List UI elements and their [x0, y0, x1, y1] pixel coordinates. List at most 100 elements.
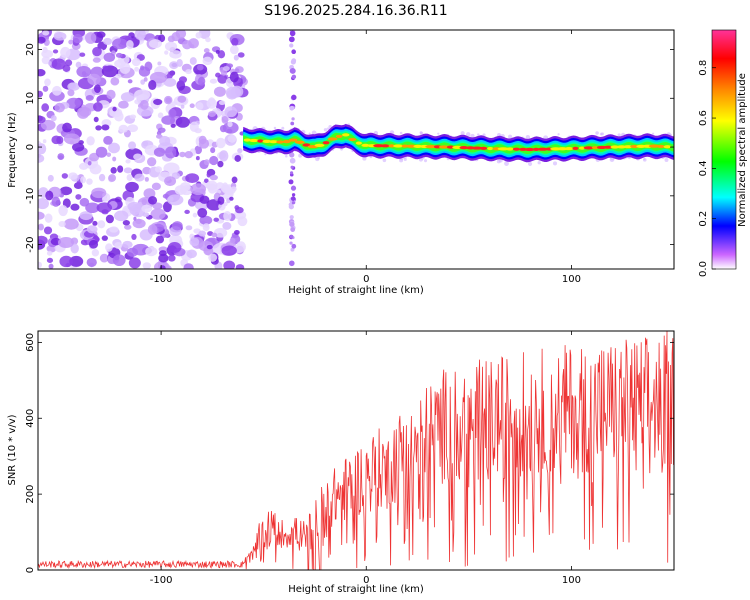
- noise-blob: [86, 257, 97, 268]
- snr-y-tick-label: 0: [25, 567, 36, 573]
- noise-blob: [112, 106, 117, 112]
- snr-series-line: [38, 331, 674, 570]
- noise-blob: [189, 57, 197, 65]
- noise-blob: [177, 95, 187, 103]
- noise-blob: [153, 98, 163, 106]
- noise-blob: [133, 216, 137, 221]
- noise-blob: [136, 105, 154, 117]
- snr-y-tick-label: 600: [25, 333, 36, 352]
- ridge-hotspot: [302, 143, 311, 147]
- spectrogram-y-tick-label: -10: [25, 188, 36, 204]
- noise-blob: [179, 151, 186, 158]
- noise-blob: [44, 78, 51, 87]
- noise-blob: [41, 56, 51, 65]
- noise-blob: [153, 147, 166, 157]
- noise-blob: [189, 237, 200, 247]
- noise-blob: [63, 133, 80, 145]
- spectrogram-x-tick-label: 100: [562, 274, 581, 285]
- snr-x-tick-label: 100: [562, 575, 581, 586]
- noise-blob: [223, 260, 236, 269]
- noise-blob: [42, 46, 48, 54]
- noise-blob: [110, 167, 117, 174]
- ridge-halo: [652, 132, 655, 135]
- noise-blob: [148, 80, 157, 91]
- noise-blob: [206, 244, 213, 250]
- noise-blob: [229, 237, 236, 244]
- noise-blob: [219, 150, 229, 162]
- noise-blob: [56, 136, 64, 145]
- ridge-halo: [281, 126, 285, 130]
- ridge-halo: [552, 161, 558, 166]
- ridge-hotspot: [401, 144, 409, 148]
- ridge-hotspot: [342, 133, 350, 137]
- ridge-hotspot: [623, 145, 633, 149]
- noise-blob: [76, 65, 92, 78]
- ridge-hotspot: [361, 143, 370, 147]
- noise-blob: [179, 182, 191, 191]
- noise-blob: [150, 208, 166, 220]
- noise-blob: [140, 99, 149, 110]
- noise-blob: [134, 66, 139, 72]
- noise-blob: [117, 165, 124, 173]
- noise-blob: [72, 33, 83, 44]
- noise-blob: [92, 220, 98, 226]
- noise-blob: [63, 218, 79, 230]
- noise-blob: [59, 186, 73, 196]
- ridge-hotspot: [471, 146, 483, 150]
- ridge-halo: [599, 132, 603, 136]
- noise-blob: [208, 110, 217, 118]
- noise-blob: [110, 77, 120, 86]
- noise-blob: [38, 90, 43, 98]
- noise-blob: [38, 69, 46, 77]
- noise-blob: [93, 116, 99, 123]
- ridge-halo: [595, 131, 599, 135]
- noise-blob: [234, 154, 242, 162]
- noise-blob: [237, 216, 248, 227]
- ridge-halo: [477, 133, 480, 136]
- noise-blob: [157, 127, 166, 133]
- ridge-halo: [298, 153, 303, 158]
- ridge-hotspot: [648, 144, 660, 148]
- colorbar-tick-label: 0.2: [698, 211, 709, 227]
- noise-blob: [138, 66, 151, 77]
- noise-blob: [124, 224, 132, 230]
- noise-blob: [79, 52, 86, 57]
- noise-blob: [208, 253, 218, 262]
- ridge-hotspot: [276, 140, 284, 144]
- ridge-hotspot: [314, 143, 325, 147]
- noise-blob: [72, 142, 85, 152]
- noise-blob: [87, 73, 101, 86]
- noise-blob: [48, 61, 52, 66]
- noise-blob: [206, 98, 217, 109]
- noise-blob: [198, 138, 210, 149]
- noise-blob: [126, 40, 134, 50]
- ridge-hotspot: [497, 147, 510, 151]
- streak-blob: [291, 201, 296, 205]
- noise-blob: [198, 230, 206, 237]
- noise-blob: [213, 217, 220, 222]
- ridge-halo: [528, 161, 533, 166]
- noise-blob: [143, 188, 156, 199]
- noise-blob: [227, 121, 233, 128]
- noise-blob: [58, 220, 66, 227]
- noise-blob: [99, 253, 109, 263]
- noise-blob: [114, 59, 126, 68]
- noise-blob: [189, 44, 195, 49]
- noise-blob: [147, 224, 158, 235]
- streak-blob: [289, 30, 296, 37]
- noise-blob: [204, 178, 209, 184]
- ridge-hotspot: [487, 146, 494, 151]
- noise-blob: [148, 39, 162, 49]
- noise-blob: [199, 195, 210, 204]
- colorbar-tick-label: 0.6: [698, 110, 709, 126]
- noise-blob: [118, 100, 129, 109]
- noise-blob: [67, 89, 75, 97]
- noise-blob: [58, 205, 68, 217]
- noise-blob: [112, 254, 126, 267]
- noise-blob: [115, 73, 122, 79]
- noise-blob: [54, 102, 65, 113]
- snr-x-label: Height of straight line (km): [288, 584, 424, 595]
- noise-blob: [217, 196, 225, 205]
- noise-blob: [237, 52, 245, 58]
- noise-blob: [122, 220, 130, 226]
